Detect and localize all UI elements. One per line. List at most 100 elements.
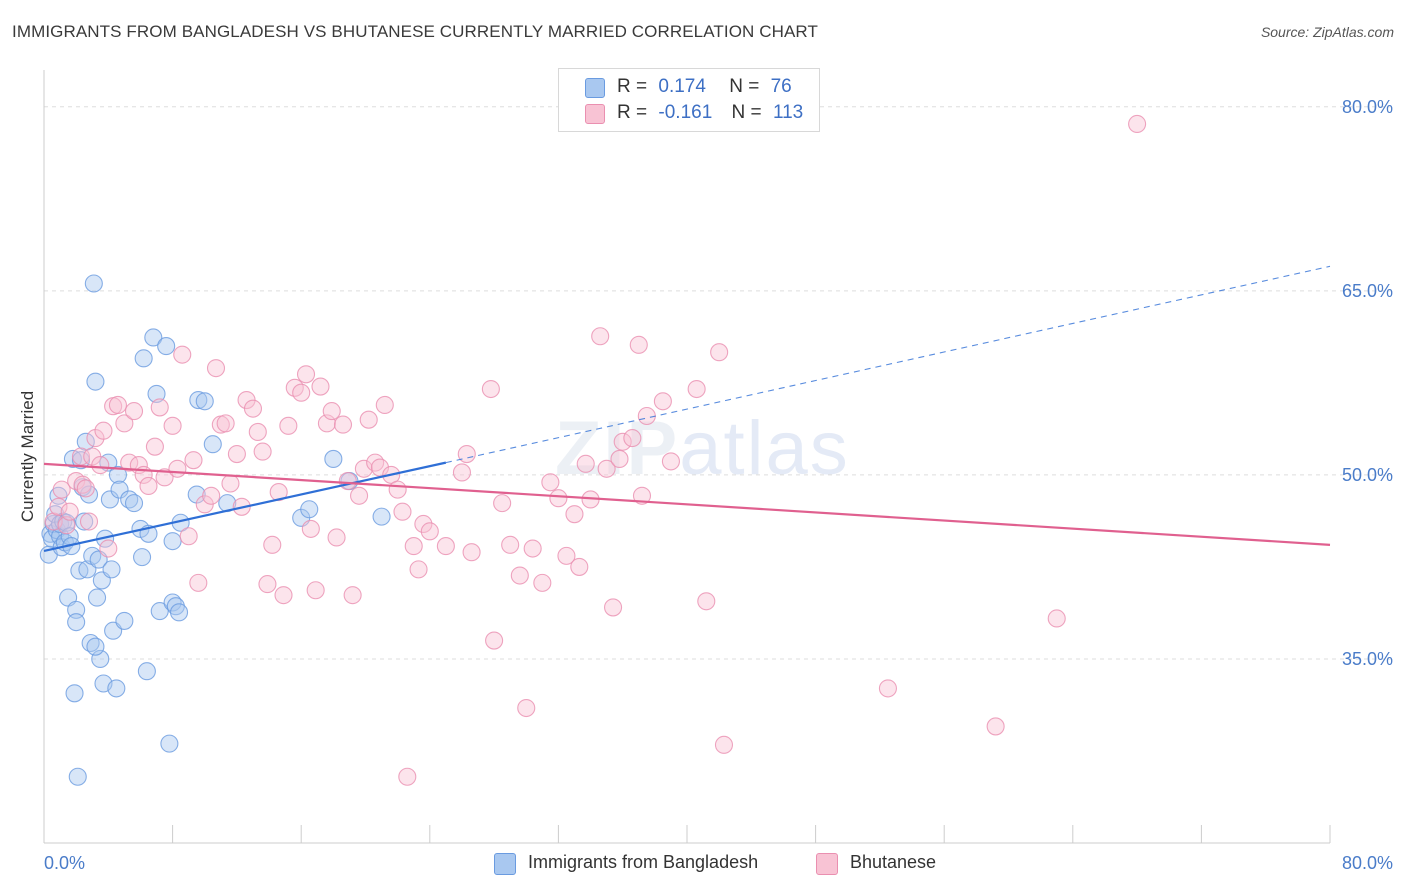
bhutanese-point bbox=[248, 422, 267, 442]
bangladesh-trend-extension bbox=[445, 265, 1331, 464]
bangladesh-point bbox=[86, 637, 105, 656]
bhutanese-point bbox=[139, 476, 158, 495]
bangladesh-point bbox=[108, 465, 127, 484]
bangladesh-point bbox=[67, 600, 86, 619]
bhutanese-point bbox=[388, 480, 407, 499]
bangladesh-point bbox=[203, 435, 222, 454]
bangladesh-point bbox=[75, 512, 94, 531]
bhutanese-point bbox=[878, 679, 897, 698]
bhutanese-point bbox=[687, 379, 706, 399]
bhutanese-point bbox=[404, 537, 423, 556]
bangladesh-point bbox=[107, 679, 126, 698]
bhutanese-point bbox=[604, 598, 623, 617]
bangladesh-point bbox=[67, 613, 86, 632]
bhutanese-point bbox=[292, 383, 311, 402]
bhutanese-point bbox=[306, 581, 325, 600]
legend-swatch-bangladesh bbox=[585, 78, 605, 98]
bhutanese-point bbox=[343, 586, 362, 605]
x-tick-label-min: 0.0% bbox=[44, 853, 85, 873]
bhutanese-point bbox=[179, 527, 198, 546]
bhutanese-point bbox=[258, 575, 277, 594]
bangladesh-point bbox=[87, 588, 107, 607]
bhutanese-point bbox=[493, 494, 512, 513]
bangladesh-point bbox=[137, 662, 156, 681]
legend-r-value: -0.161 bbox=[658, 102, 713, 123]
legend-text-bangladesh: R = 0.174 N = 76 bbox=[617, 76, 792, 98]
bhutanese-point bbox=[597, 459, 616, 478]
legend-n-value: 113 bbox=[772, 102, 804, 123]
bangladesh-point bbox=[68, 767, 87, 786]
bhutanese-point bbox=[1047, 609, 1066, 628]
bangladesh-point bbox=[163, 532, 182, 551]
bhutanese-point bbox=[591, 327, 610, 346]
bhutanese-point bbox=[570, 557, 589, 576]
bhutanese-point bbox=[49, 497, 68, 516]
bhutanese-point bbox=[333, 415, 353, 434]
bangladesh-point bbox=[100, 490, 119, 509]
bangladesh-point bbox=[110, 480, 129, 499]
watermark-atlas: atlas bbox=[679, 406, 850, 491]
legend-text-bhutanese: R = -0.161 N = 113 bbox=[617, 102, 803, 124]
bhutanese-point bbox=[124, 402, 144, 421]
bhutanese-point bbox=[986, 717, 1005, 736]
bangladesh-point bbox=[102, 560, 121, 579]
bhutanese-point bbox=[76, 479, 95, 498]
bangladesh-point bbox=[124, 494, 144, 513]
bhutanese-point bbox=[57, 516, 76, 535]
bhutanese-point bbox=[269, 483, 288, 502]
legend-n-label: N = bbox=[731, 102, 762, 123]
bhutanese-point bbox=[173, 345, 192, 364]
bhutanese-point bbox=[565, 505, 584, 524]
bhutanese-point bbox=[485, 631, 504, 650]
bhutanese-point bbox=[274, 586, 293, 605]
bhutanese-point bbox=[393, 502, 412, 521]
bhutanese-point bbox=[501, 535, 520, 554]
correlation-legend: R = 0.174 N = 76 R = -0.161 N = 113 bbox=[558, 68, 820, 132]
data-points bbox=[39, 114, 1147, 786]
bangladesh-point bbox=[134, 349, 153, 368]
bhutanese-point bbox=[549, 489, 568, 508]
bhutanese-point bbox=[202, 486, 221, 505]
y-axis-title: Currently Married bbox=[18, 391, 37, 522]
bhutanese-point bbox=[366, 453, 385, 472]
watermark-zip: ZIP bbox=[555, 406, 680, 491]
bhutanese-point bbox=[697, 592, 716, 611]
bangladesh-point bbox=[144, 328, 163, 347]
bhutanese-point bbox=[155, 468, 174, 487]
bangladesh-point bbox=[169, 603, 189, 622]
bhutanese-point bbox=[457, 444, 476, 464]
bhutanese-point bbox=[510, 566, 529, 585]
source-credit: Source: ZipAtlas.com bbox=[1260, 24, 1394, 40]
bhutanese-point bbox=[409, 560, 428, 579]
bhutanese-point bbox=[541, 473, 560, 492]
bhutanese-point bbox=[206, 359, 226, 378]
series-legend: Immigrants from Bangladesh Bhutanese bbox=[0, 852, 1406, 878]
bhutanese-point bbox=[1128, 114, 1147, 134]
bangladesh-point bbox=[147, 384, 166, 403]
series-swatch-bangladesh bbox=[494, 853, 516, 875]
bhutanese-point bbox=[452, 463, 472, 482]
axis-labels: 35.0% 50.0% 65.0% 80.0% 0.0% 80.0% Currently M… bbox=[18, 97, 1393, 873]
bangladesh-point bbox=[372, 507, 391, 526]
bhutanese-point bbox=[301, 519, 320, 538]
bangladesh-point bbox=[324, 449, 343, 469]
bhutanese-point bbox=[557, 546, 576, 565]
grid-lines bbox=[44, 106, 1392, 660]
bhutanese-point bbox=[108, 395, 127, 415]
bhutanese-point bbox=[145, 437, 164, 456]
bhutanese-point bbox=[91, 456, 110, 475]
bhutanese-point bbox=[517, 698, 536, 718]
bhutanese-point bbox=[279, 416, 298, 435]
bhutanese-point bbox=[710, 343, 729, 362]
bhutanese-point bbox=[99, 539, 118, 558]
bhutanese-point bbox=[661, 452, 680, 471]
bhutanese-point bbox=[296, 365, 316, 384]
bhutanese-point bbox=[221, 474, 240, 493]
bhutanese-point bbox=[322, 402, 341, 421]
legend-swatch-bhutanese bbox=[585, 104, 605, 124]
bhutanese-point bbox=[533, 573, 552, 592]
bhutanese-point bbox=[375, 395, 394, 415]
bangladesh-trend-line bbox=[43, 461, 447, 553]
bhutanese-point bbox=[115, 414, 134, 433]
